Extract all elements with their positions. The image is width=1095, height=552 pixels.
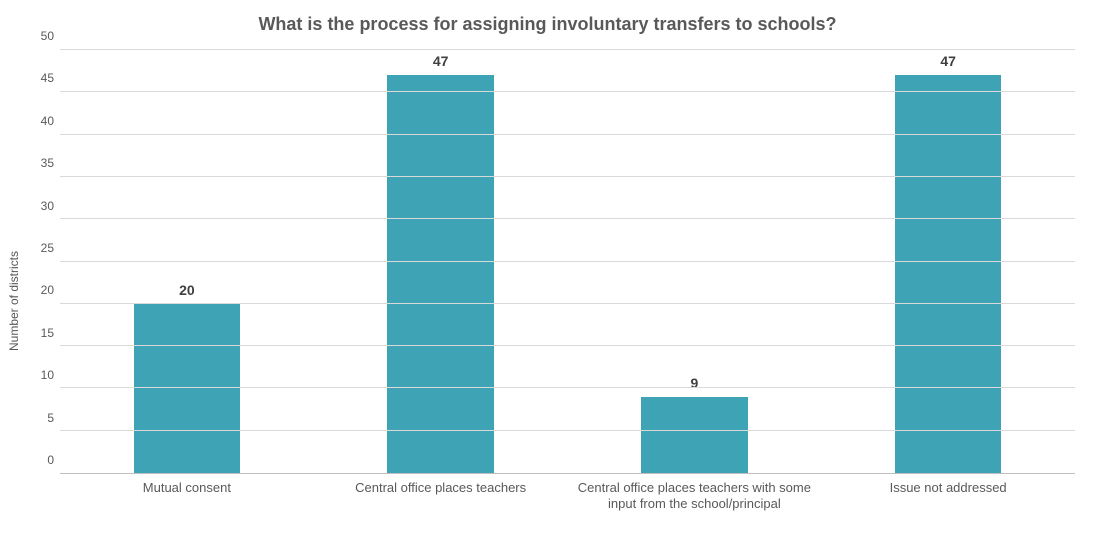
bar: 47 [387,75,494,473]
y-tick-label: 35 [41,156,54,170]
bar: 47 [895,75,1002,473]
y-axis-label: Number of districts [7,251,21,351]
gridline [60,261,1075,262]
bar-value-label: 47 [433,53,449,75]
plot-area: 20 47 9 47 [60,50,1075,474]
y-tick-label: 50 [41,29,54,43]
x-tick-label: Central office places teachers with some… [568,474,822,552]
y-tick-label: 0 [47,453,54,467]
y-tick-label: 25 [41,241,54,255]
bar-chart: What is the process for assigning involu… [0,0,1095,552]
bar-slot: 20 [60,50,314,473]
x-tick-label: Issue not addressed [821,474,1075,552]
gridline [60,134,1075,135]
bar-slot: 47 [314,50,568,473]
gridline [60,345,1075,346]
y-tick-label: 5 [47,411,54,425]
gridline [60,387,1075,388]
x-axis: Mutual consentCentral office places teac… [60,474,1075,552]
chart-title: What is the process for assigning involu… [0,0,1095,43]
y-tick-label: 15 [41,326,54,340]
gridline [60,91,1075,92]
gridline [60,49,1075,50]
gridline [60,218,1075,219]
y-tick-label: 30 [41,199,54,213]
y-axis-label-wrap: Number of districts [0,50,28,552]
x-tick-label: Central office places teachers [314,474,568,552]
bar-value-label: 20 [179,282,195,304]
y-tick-label: 45 [41,71,54,85]
bar: 20 [134,304,241,473]
y-tick-label: 40 [41,114,54,128]
bar-value-label: 47 [940,53,956,75]
gridline [60,303,1075,304]
bar: 9 [641,397,748,473]
bar-value-label: 9 [690,375,698,397]
y-tick-label: 10 [41,368,54,382]
bar-slot: 9 [568,50,822,473]
gridline [60,176,1075,177]
x-tick-label: Mutual consent [60,474,314,552]
bars-container: 20 47 9 47 [60,50,1075,473]
bar-slot: 47 [821,50,1075,473]
y-axis: 05101520253035404550 [28,50,60,552]
plot-outer: Number of districts 05101520253035404550… [0,50,1075,552]
y-tick-label: 20 [41,283,54,297]
gridline [60,430,1075,431]
plot-column: 2047947 Mutual consentCentral office pla… [60,50,1075,552]
